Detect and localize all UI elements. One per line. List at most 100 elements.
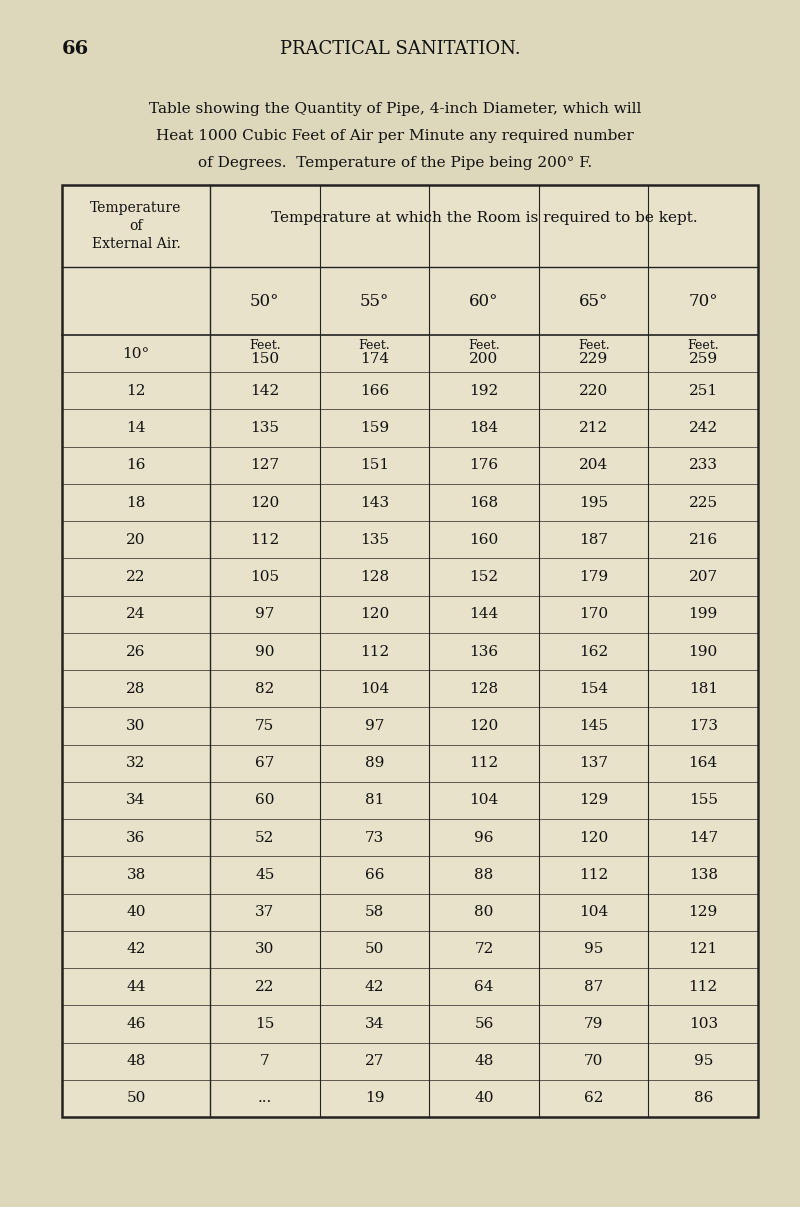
Text: 112: 112	[360, 645, 389, 659]
Text: 56: 56	[474, 1018, 494, 1031]
Text: 22: 22	[126, 570, 146, 584]
Text: 170: 170	[579, 607, 608, 622]
Text: 104: 104	[360, 682, 389, 695]
Text: 128: 128	[470, 682, 498, 695]
Text: 18: 18	[126, 496, 146, 509]
Text: 152: 152	[470, 570, 498, 584]
Text: 64: 64	[474, 980, 494, 993]
Text: 72: 72	[474, 943, 494, 956]
Text: 15: 15	[255, 1018, 274, 1031]
Text: 52: 52	[255, 830, 274, 845]
Text: 135: 135	[360, 532, 389, 547]
Text: 200: 200	[470, 352, 498, 366]
Text: 50: 50	[126, 1091, 146, 1106]
Text: 55°: 55°	[360, 292, 389, 309]
Text: 58: 58	[365, 905, 384, 920]
Text: 220: 220	[579, 384, 608, 398]
Text: 48: 48	[126, 1054, 146, 1068]
Text: 60: 60	[255, 793, 274, 807]
Text: 233: 233	[689, 459, 718, 472]
Text: 44: 44	[126, 980, 146, 993]
Text: 137: 137	[579, 757, 608, 770]
Text: 70°: 70°	[688, 292, 718, 309]
Text: 129: 129	[689, 905, 718, 920]
Text: 104: 104	[579, 905, 608, 920]
Text: 112: 112	[579, 868, 608, 882]
Text: Feet.: Feet.	[468, 338, 500, 351]
Text: External Air.: External Air.	[92, 237, 180, 251]
Text: 112: 112	[689, 980, 718, 993]
Text: 80: 80	[474, 905, 494, 920]
Text: Temperature: Temperature	[90, 202, 182, 215]
Text: 90: 90	[255, 645, 274, 659]
Text: 147: 147	[689, 830, 718, 845]
Text: 75: 75	[255, 719, 274, 733]
Text: Table showing the Quantity of Pipe, 4-inch Diameter, which will: Table showing the Quantity of Pipe, 4-in…	[149, 103, 641, 116]
Text: 242: 242	[689, 421, 718, 435]
Text: 120: 120	[360, 607, 389, 622]
Text: 184: 184	[470, 421, 498, 435]
Text: 45: 45	[255, 868, 274, 882]
Text: 159: 159	[360, 421, 389, 435]
Text: 81: 81	[365, 793, 384, 807]
Text: 120: 120	[250, 496, 279, 509]
Text: 28: 28	[126, 682, 146, 695]
Text: 181: 181	[689, 682, 718, 695]
Text: 87: 87	[584, 980, 603, 993]
Text: 112: 112	[250, 532, 279, 547]
Text: 176: 176	[470, 459, 498, 472]
Text: 128: 128	[360, 570, 389, 584]
Text: 103: 103	[689, 1018, 718, 1031]
Text: 97: 97	[255, 607, 274, 622]
Text: 135: 135	[250, 421, 279, 435]
Text: 207: 207	[689, 570, 718, 584]
Text: 38: 38	[126, 868, 146, 882]
Text: 24: 24	[126, 607, 146, 622]
Text: 30: 30	[255, 943, 274, 956]
Text: 251: 251	[689, 384, 718, 398]
Text: 86: 86	[694, 1091, 713, 1106]
Text: 46: 46	[126, 1018, 146, 1031]
Text: 164: 164	[689, 757, 718, 770]
Text: 190: 190	[689, 645, 718, 659]
Text: 36: 36	[126, 830, 146, 845]
Text: 104: 104	[470, 793, 498, 807]
Text: 212: 212	[579, 421, 608, 435]
Text: 204: 204	[579, 459, 608, 472]
Text: Feet.: Feet.	[358, 338, 390, 351]
Text: 145: 145	[579, 719, 608, 733]
Text: 160: 160	[470, 532, 498, 547]
Text: 162: 162	[579, 645, 608, 659]
Text: 187: 187	[579, 532, 608, 547]
Text: 259: 259	[689, 352, 718, 366]
Text: 112: 112	[470, 757, 498, 770]
Text: 42: 42	[365, 980, 384, 993]
Text: 142: 142	[250, 384, 279, 398]
Text: 199: 199	[689, 607, 718, 622]
Text: 174: 174	[360, 352, 389, 366]
Text: 216: 216	[689, 532, 718, 547]
Text: 66: 66	[62, 40, 90, 58]
Text: 95: 95	[694, 1054, 713, 1068]
Text: 154: 154	[579, 682, 608, 695]
Text: 144: 144	[470, 607, 498, 622]
Text: of Degrees.  Temperature of the Pipe being 200° F.: of Degrees. Temperature of the Pipe bein…	[198, 156, 592, 170]
Text: 32: 32	[126, 757, 146, 770]
Text: ...: ...	[258, 1091, 272, 1106]
Text: 50°: 50°	[250, 292, 279, 309]
Text: 120: 120	[470, 719, 498, 733]
Text: 229: 229	[579, 352, 608, 366]
Text: 10°: 10°	[122, 346, 150, 361]
Bar	[62, 185, 758, 1116]
Text: 62: 62	[584, 1091, 603, 1106]
Text: 73: 73	[365, 830, 384, 845]
Text: 67: 67	[255, 757, 274, 770]
Text: Heat 1000 Cubic Feet of Air per Minute any required number: Heat 1000 Cubic Feet of Air per Minute a…	[156, 129, 634, 142]
Text: 65°: 65°	[579, 292, 608, 309]
Text: 16: 16	[126, 459, 146, 472]
Text: 105: 105	[250, 570, 279, 584]
Text: 97: 97	[365, 719, 384, 733]
Text: 30: 30	[126, 719, 146, 733]
Text: 138: 138	[689, 868, 718, 882]
Text: 70: 70	[584, 1054, 603, 1068]
